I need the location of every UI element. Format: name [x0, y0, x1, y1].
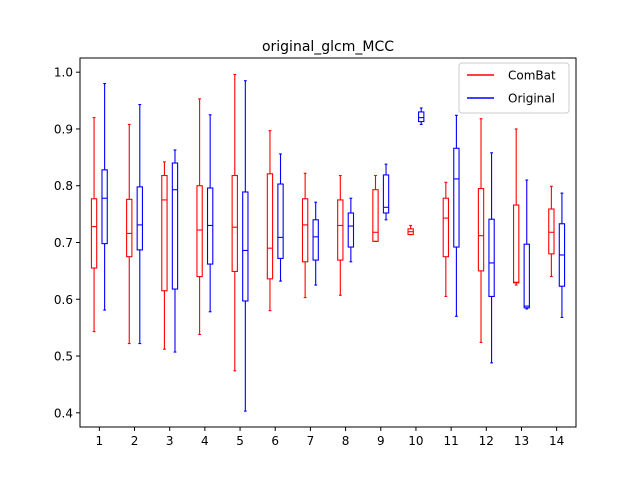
box-combat-12 — [477, 118, 485, 343]
x-tick-label: 13 — [514, 434, 529, 448]
x-tick-label: 6 — [271, 434, 279, 448]
iqr-box — [171, 162, 179, 290]
chart-title: original_glcm_MCC — [262, 39, 394, 55]
box-original-13 — [523, 179, 530, 310]
iqr-box — [488, 218, 495, 297]
x-tick-label: 9 — [377, 434, 385, 448]
iqr-box — [442, 197, 450, 258]
box-original-7 — [312, 201, 319, 286]
x-tick-label: 4 — [201, 434, 209, 448]
y-tick-label: 0.4 — [54, 406, 73, 420]
legend-label-original: Original — [508, 92, 555, 106]
box-original-12 — [488, 152, 495, 364]
iqr-box — [477, 188, 485, 272]
plot-frame — [79, 57, 577, 428]
iqr-box — [266, 173, 274, 280]
box-combat-3 — [161, 161, 168, 350]
box-original-9 — [382, 163, 390, 221]
iqr-box — [126, 198, 133, 258]
iqr-box — [418, 111, 425, 123]
box-combat-2 — [126, 123, 133, 345]
box-combat-1 — [90, 117, 98, 333]
iqr-box — [347, 212, 355, 248]
iqr-box — [161, 174, 168, 292]
box-original-4 — [206, 114, 214, 313]
iqr-box — [90, 198, 98, 269]
box-original-8 — [347, 197, 355, 263]
x-tick-label: 2 — [131, 434, 139, 448]
axes: 1 2 3 4 5 6 7 8 9 10 11 12 13 140.40.50.60.70.80.91.0 — [54, 66, 564, 448]
box-original-3 — [171, 149, 179, 353]
y-tick-label: 0.7 — [54, 236, 73, 250]
iqr-box — [312, 219, 319, 261]
iqr-box — [242, 191, 249, 302]
iqr-box — [196, 185, 203, 278]
iqr-box — [206, 187, 214, 265]
box-combat-14 — [548, 185, 555, 278]
x-tick-label: 10 — [408, 434, 423, 448]
legend-label-combat: ComBat — [508, 69, 556, 83]
box-original-5 — [242, 80, 249, 412]
x-tick-label: 3 — [166, 434, 174, 448]
x-tick-label: 11 — [443, 434, 458, 448]
iqr-box — [277, 183, 284, 259]
box-combat-7 — [301, 172, 309, 299]
y-tick-label: 0.5 — [54, 350, 73, 364]
x-tick-label: 5 — [236, 434, 244, 448]
box-original-1 — [101, 82, 108, 311]
x-tick-label: 14 — [549, 434, 564, 448]
iqr-box — [136, 186, 143, 251]
box-original-14 — [558, 192, 566, 318]
box-combat-4 — [196, 98, 203, 336]
box-combat-6 — [266, 130, 274, 312]
x-tick-label: 7 — [307, 434, 315, 448]
legend: ComBat Original — [458, 62, 570, 114]
box-combat-8 — [337, 174, 344, 296]
box-combat-9 — [372, 174, 379, 242]
iqr-box — [382, 174, 390, 214]
y-tick-label: 0.8 — [54, 179, 73, 193]
y-tick-label: 1.0 — [54, 66, 73, 80]
box-combat-13 — [513, 128, 520, 286]
box-original-6 — [277, 153, 284, 282]
x-tick-label: 12 — [479, 434, 494, 448]
x-tick-label: 1 — [96, 434, 104, 448]
box-combat-11 — [442, 181, 450, 297]
box-original-10 — [418, 107, 425, 125]
iqr-box — [301, 198, 309, 263]
iqr-box — [548, 208, 555, 255]
x-tick-label: 8 — [342, 434, 350, 448]
box-combat-5 — [231, 73, 238, 372]
iqr-box — [513, 204, 520, 284]
iqr-box — [231, 174, 238, 273]
box-original-2 — [136, 104, 143, 345]
iqr-box — [337, 199, 344, 261]
iqr-box — [101, 169, 108, 245]
iqr-box — [372, 189, 379, 242]
iqr-box — [523, 243, 530, 309]
box-combat-10 — [407, 224, 414, 236]
box-original-11 — [453, 114, 460, 317]
y-tick-label: 0.9 — [54, 122, 73, 136]
y-tick-label: 0.6 — [54, 293, 73, 307]
iqr-box — [453, 147, 460, 248]
plot-area — [90, 73, 566, 412]
